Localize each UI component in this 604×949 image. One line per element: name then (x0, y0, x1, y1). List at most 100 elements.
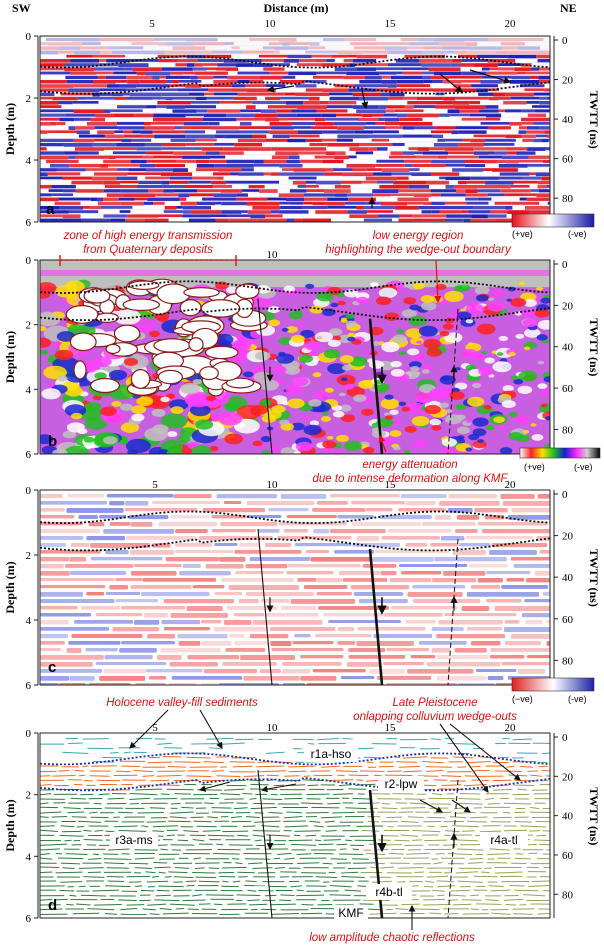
twtt-axis-title: TWTT (ns) (587, 787, 601, 845)
panel-c-letter: c (48, 659, 56, 676)
distance-tick-20: 20 (505, 18, 517, 30)
twtt-tick-0: 0 (562, 732, 568, 744)
kmf-fault-line (368, 318, 384, 454)
fault-line-dashed (447, 538, 459, 685)
annotation-arrow (198, 781, 231, 792)
depth-tick-4: 4 (26, 851, 32, 863)
distance-tick-5: 5 (152, 479, 158, 491)
low-energy-annotation-line1: low energy region (373, 230, 464, 242)
distance-tick-15: 15 (385, 18, 397, 30)
late-pleistocene-line1: Late Pleistocene (392, 697, 477, 709)
annotation-arrow (419, 799, 443, 813)
depth-tick-4: 4 (26, 155, 32, 167)
distance-tick-15: 15 (385, 479, 397, 491)
depth-tick-2: 2 (26, 790, 32, 802)
unit-r2-label: r2-lpw (385, 777, 418, 791)
twtt-tick-20: 20 (562, 531, 574, 543)
panel-a: 0 2 4 6 Depth (m) 0 20 40 60 80 TWTT (ns) (3, 31, 601, 229)
distance-tick-10: 10 (267, 479, 279, 491)
twtt-tick-0: 0 (562, 35, 568, 47)
panel-b-radargram (40, 260, 550, 454)
twtt-tick-0: 0 (562, 489, 568, 501)
annotation-arrow (199, 709, 223, 749)
twtt-tick-20: 20 (562, 300, 574, 312)
twtt-tick-40: 40 (562, 811, 574, 823)
depth-axis-title: Depth (m) (3, 799, 17, 851)
fault-line-dashed (447, 779, 459, 918)
twtt-tick-60: 60 (562, 614, 574, 626)
panel-b: 0 2 4 6 Depth (m) 0 20 40 60 80 TWTT (ns) 10 (3, 249, 601, 461)
panel-a-colorbar (511, 213, 595, 228)
panel-c-colorbar (511, 677, 595, 692)
fault-kmf-label: KMF (338, 906, 363, 920)
depth-tick-6: 6 (26, 217, 32, 229)
upper-boundary (40, 55, 550, 69)
distance-tick-15: 15 (385, 722, 397, 734)
twtt-tick-40: 40 (562, 342, 574, 354)
attenuation-annotation-line1: energy attenuation (362, 459, 457, 471)
annotation-arrow (451, 799, 471, 813)
panel-b-frame (39, 259, 551, 455)
distance-tick-labels: 5 10 15 20 (149, 18, 516, 30)
annotation-arrow (260, 783, 297, 793)
twtt-tick-80: 80 (562, 424, 574, 436)
fault-line (257, 769, 273, 918)
depth-tick-2: 2 (26, 93, 32, 105)
twtt-tick-80: 80 (562, 655, 574, 667)
panel-a-letter: a (46, 201, 55, 218)
reflector-arrow (439, 73, 463, 93)
depth-axis-title: Depth (m) (3, 103, 17, 155)
depth-tick-6: 6 (26, 680, 32, 692)
panel-a-frame (39, 35, 551, 223)
annotation-arrow (439, 723, 489, 793)
depth-tick-6: 6 (26, 449, 32, 461)
fault-line-dashed (447, 308, 459, 454)
panel-c-legend-neg-right: (-ve) (568, 694, 587, 704)
panel-a-legend-neg: (-ve) (568, 229, 587, 239)
twtt-axis-title: TWTT (ns) (587, 91, 601, 149)
distance-tick-5: 5 (149, 18, 155, 30)
panel-c-legend-neg-left: (−ve) (512, 694, 533, 704)
depth-tick-0: 0 (26, 31, 32, 43)
depth-tick-0: 0 (26, 485, 32, 497)
lower-boundary (40, 80, 550, 95)
twtt-tick-80: 80 (562, 889, 574, 901)
panel-d-letter: d (48, 897, 57, 914)
panel-d-frame (39, 732, 551, 919)
attenuation-annotation-line2: due to intense deformation along KMF (313, 473, 509, 485)
distance-tick-20: 20 (505, 479, 517, 491)
reflector-arrow (266, 85, 295, 93)
unit-r4a-label: r4a-tl (490, 833, 517, 847)
depth-tick-0: 0 (26, 255, 32, 267)
reflector-arrow (469, 69, 512, 84)
distance-tick-10: 10 (267, 722, 279, 734)
depth-tick-0: 0 (26, 728, 32, 740)
low-energy-arrow (434, 259, 442, 304)
panel-a-legend-pos: (+ve) (512, 229, 533, 239)
lower-boundary (40, 306, 550, 321)
twtt-tick-60: 60 (562, 850, 574, 862)
depth-tick-2: 2 (26, 320, 32, 332)
unit-r1a-label: r1a-hso (311, 747, 352, 761)
zone-annotation-line2: from Quaternary deposits (83, 244, 213, 256)
upper-boundary (40, 280, 550, 294)
depth-axis-title: Depth (m) (3, 331, 17, 383)
upper-boundary (40, 752, 550, 766)
twtt-axis-title: TWTT (ns) (587, 318, 601, 376)
twtt-tick-0: 0 (562, 259, 568, 271)
low-energy-annotation-line2: highlighting the wedge-out boundary (325, 244, 512, 256)
panel-c: 0 2 4 6 Depth (m) 0 20 40 60 80 TWTT (ns) 10 5 15 20 (3, 479, 601, 692)
distance-tick-5: 5 (152, 722, 158, 734)
panel-c-radargram (40, 490, 550, 685)
annotation-arrow (449, 723, 521, 781)
attenuation-arrow (378, 434, 387, 453)
panel-a-radargram (40, 36, 550, 222)
upper-boundary (40, 510, 550, 524)
zone-annotation-line1: zone of high energy transmission (63, 230, 233, 242)
panel-b-letter: b (48, 433, 57, 450)
twtt-axis-title: TWTT (ns) (587, 549, 601, 607)
twtt-tick-40: 40 (562, 572, 574, 584)
holocene-annotation: Holocene valley-fill sediments (106, 697, 258, 709)
ne-label: NE (560, 1, 577, 15)
